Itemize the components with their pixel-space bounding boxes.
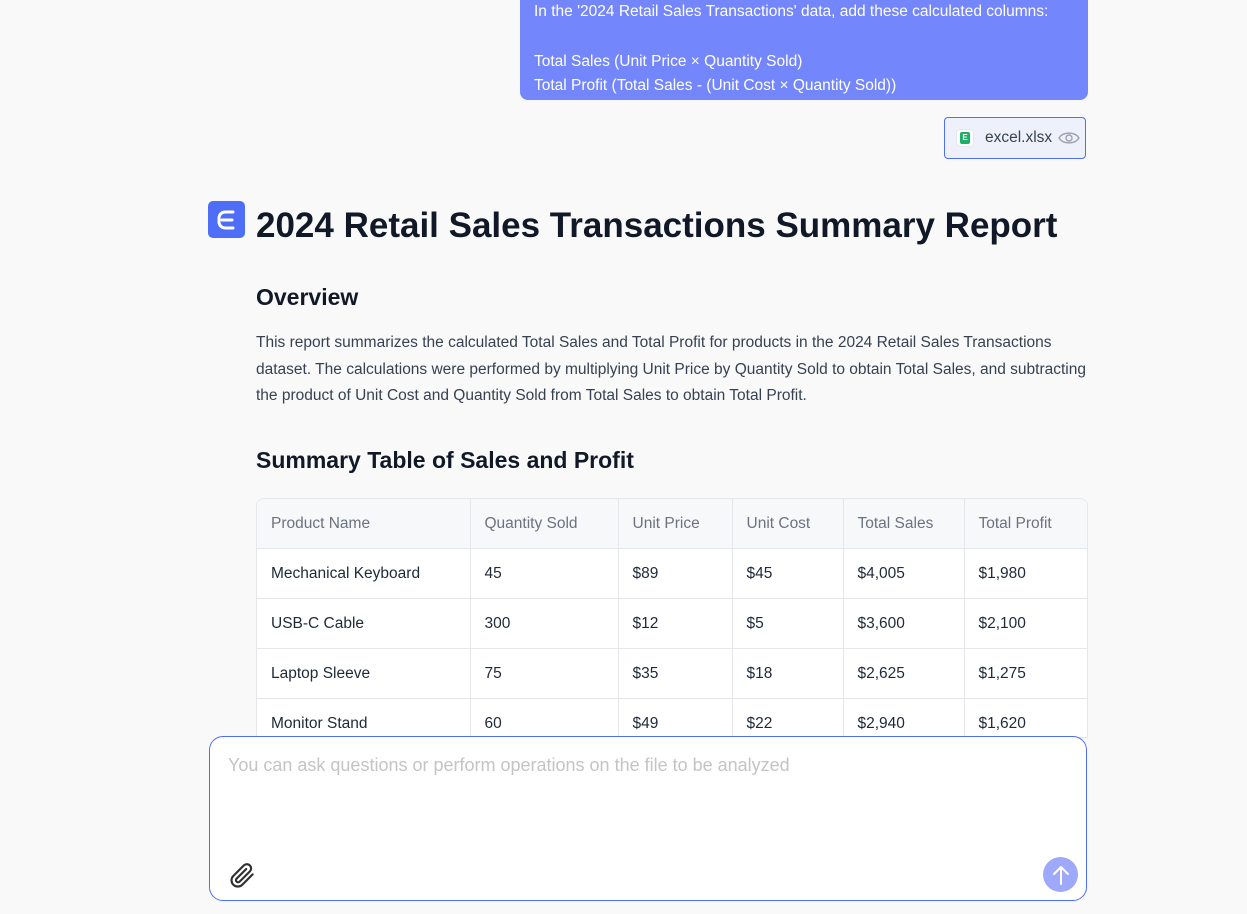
- table-cell: Mechanical Keyboard: [257, 548, 471, 599]
- table-cell: $49: [618, 698, 733, 737]
- attachment-filename: excel.xlsx: [985, 129, 1053, 146]
- assistant-logo-icon: [208, 201, 245, 238]
- user-message-line-1: In the '2024 Retail Sales Transactions' …: [534, 3, 1049, 20]
- table-cell: $1,275: [964, 648, 1087, 699]
- table-cell: $12: [618, 598, 733, 649]
- table-cell: $35: [618, 648, 733, 699]
- table-header-row: Product Name Quantity Sold Unit Price Un…: [257, 499, 1087, 549]
- table-row: USB-C Cable 300 $12 $5 $3,600 $2,100: [257, 598, 1087, 649]
- user-message-line-3: Total Profit (Total Sales - (Unit Cost ×…: [534, 77, 897, 94]
- column-header-unit-price: Unit Price: [618, 499, 733, 549]
- table-cell: $4,005: [843, 548, 965, 599]
- table-cell: $45: [732, 548, 844, 599]
- table-cell: $5: [732, 598, 844, 649]
- table-cell: USB-C Cable: [257, 598, 471, 649]
- eye-icon[interactable]: [1058, 131, 1081, 145]
- message-input[interactable]: [228, 755, 1058, 835]
- excel-file-icon: [957, 130, 973, 146]
- overview-heading: Overview: [256, 284, 359, 310]
- table-cell: $2,100: [964, 598, 1087, 649]
- user-message-bubble: In the '2024 Retail Sales Transactions' …: [520, 0, 1088, 100]
- table-cell: $22: [732, 698, 844, 737]
- table-cell: $89: [618, 548, 733, 599]
- table-cell: $18: [732, 648, 844, 699]
- column-header-quantity-sold: Quantity Sold: [470, 499, 619, 549]
- attachment-chip[interactable]: excel.xlsx: [944, 117, 1086, 159]
- user-message-line-2: Total Sales (Unit Price × Quantity Sold): [534, 53, 803, 70]
- table-cell: $3,600: [843, 598, 965, 649]
- column-header-total-sales: Total Sales: [843, 499, 965, 549]
- table-row: Monitor Stand 60 $49 $22 $2,940 $1,620: [257, 698, 1087, 737]
- table-cell: $2,625: [843, 648, 965, 699]
- table-cell: $1,620: [964, 698, 1087, 737]
- overview-paragraph: This report summarizes the calculated To…: [256, 334, 1086, 404]
- table-cell: 45: [470, 548, 619, 599]
- report-title: 2024 Retail Sales Transactions Summary R…: [256, 206, 1058, 245]
- summary-table: Product Name Quantity Sold Unit Price Un…: [257, 499, 1087, 737]
- summary-table-container[interactable]: Product Name Quantity Sold Unit Price Un…: [256, 498, 1088, 738]
- column-header-total-profit: Total Profit: [964, 499, 1087, 549]
- summary-table-heading: Summary Table of Sales and Profit: [256, 447, 634, 473]
- table-cell: $2,940: [843, 698, 965, 737]
- arrow-up-icon: [1052, 865, 1069, 885]
- table-cell: Monitor Stand: [257, 698, 471, 737]
- paperclip-icon[interactable]: [226, 859, 258, 891]
- table-row: Laptop Sleeve 75 $35 $18 $2,625 $1,275: [257, 648, 1087, 699]
- table-cell: Laptop Sleeve: [257, 648, 471, 699]
- column-header-unit-cost: Unit Cost: [732, 499, 844, 549]
- table-cell: $1,980: [964, 548, 1087, 599]
- table-cell: 75: [470, 648, 619, 699]
- message-composer: [209, 736, 1087, 901]
- send-button[interactable]: [1043, 857, 1078, 892]
- table-row: Mechanical Keyboard 45 $89 $45 $4,005 $1…: [257, 548, 1087, 599]
- column-header-product-name: Product Name: [257, 499, 471, 549]
- table-cell: 300: [470, 598, 619, 649]
- table-cell: 60: [470, 698, 619, 737]
